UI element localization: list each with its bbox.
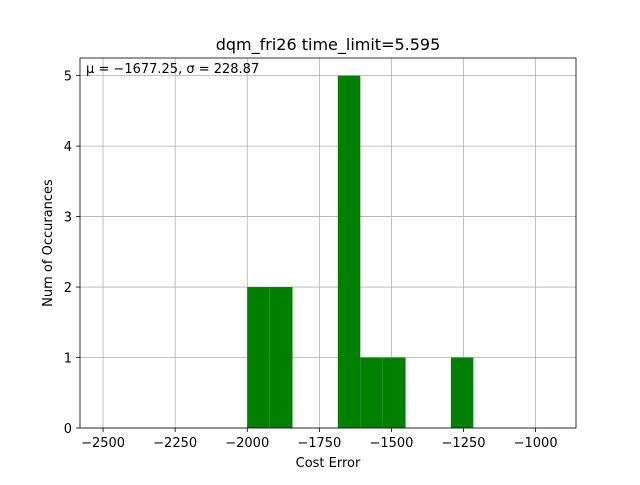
histogram-bar — [247, 287, 270, 428]
histogram-bars — [247, 75, 474, 428]
x-tick-label: −1250 — [442, 436, 486, 451]
y-axis-ticks: 0 1 2 3 4 5 — [64, 70, 80, 437]
histogram-bar — [382, 357, 406, 428]
y-tick-label: 1 — [64, 352, 72, 367]
x-tick-label: −2000 — [225, 436, 269, 451]
y-tick-label: 4 — [64, 140, 72, 155]
y-tick-label: 0 — [64, 422, 72, 437]
chart-title: dqm_fri26 time_limit=5.595 — [216, 35, 441, 55]
x-tick-label: −1500 — [369, 436, 413, 451]
plot-frame — [79, 57, 577, 429]
x-tick-label: −2500 — [81, 436, 125, 451]
y-axis-label: Num of Occurances — [41, 179, 56, 307]
histogram-bar — [337, 75, 361, 428]
x-tick-label: −1000 — [514, 436, 558, 451]
x-tick-label: −1750 — [297, 436, 341, 451]
x-tick-label: −2250 — [153, 436, 197, 451]
x-axis-ticks: −2500 −2250 −2000 −1750 −1500 −1250 −1000 — [81, 428, 558, 451]
grid-lines — [80, 58, 576, 429]
y-tick-label: 5 — [64, 70, 72, 85]
histogram-bar — [269, 287, 293, 428]
y-tick-label: 2 — [64, 281, 72, 296]
stats-annotation: μ = −1677.25, σ = 228.87 — [86, 62, 259, 77]
y-tick-label: 3 — [64, 211, 72, 226]
x-axis-label: Cost Error — [296, 456, 361, 471]
histogram-bar — [450, 357, 474, 428]
histogram-bar — [360, 357, 383, 428]
